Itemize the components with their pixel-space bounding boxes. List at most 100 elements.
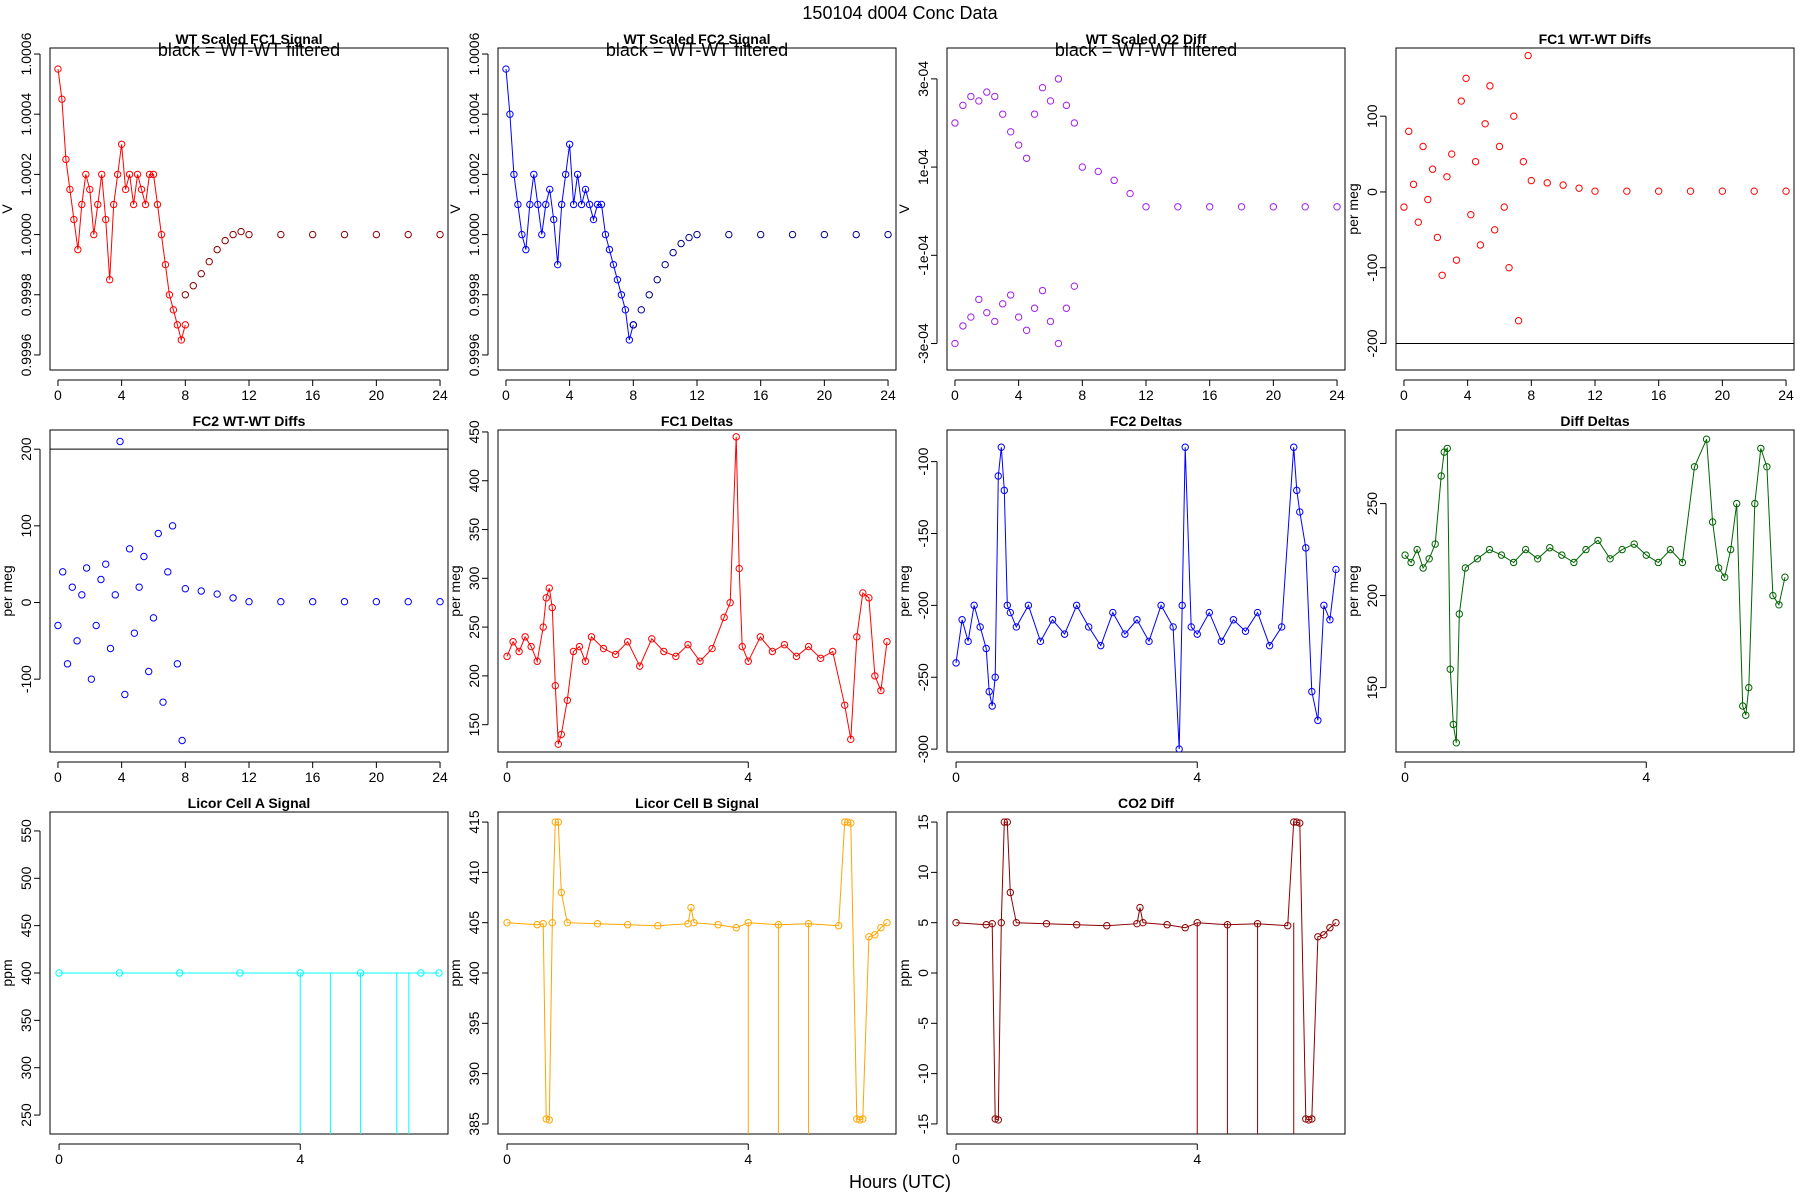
y-tick-label: 400 — [18, 961, 34, 985]
data-point — [684, 640, 692, 649]
data-point — [1686, 187, 1695, 195]
data-point — [1654, 558, 1663, 567]
data-point — [121, 185, 130, 194]
data-point — [340, 598, 349, 606]
data-point — [1690, 463, 1699, 471]
data-point — [277, 598, 285, 606]
data-point — [952, 659, 960, 667]
data-point — [1443, 444, 1451, 453]
y-tick-label: 5 — [915, 919, 931, 927]
x-tick-label: 8 — [181, 769, 189, 785]
data-point — [661, 260, 669, 269]
data-point — [884, 230, 892, 239]
data-point — [865, 594, 873, 602]
data-point — [1014, 141, 1023, 149]
y-tick-label: 0 — [1364, 188, 1380, 196]
data-point — [129, 200, 138, 209]
data-point — [542, 200, 550, 209]
x-tick-label: 12 — [241, 769, 257, 785]
data-point — [1072, 601, 1081, 610]
x-tick-label: 20 — [1266, 387, 1282, 403]
data-point — [1505, 264, 1513, 272]
data-point — [816, 654, 825, 663]
data-point — [1333, 203, 1341, 211]
data-point — [70, 215, 78, 224]
data-point — [1012, 623, 1021, 631]
plot-frame — [1395, 429, 1795, 753]
data-point — [1181, 924, 1189, 932]
data-point — [173, 660, 182, 668]
y-tick-label: 350 — [18, 1008, 34, 1032]
data-point — [982, 644, 990, 653]
data-point — [554, 818, 563, 826]
x-tick-label: 0 — [1401, 769, 1409, 785]
data-point — [548, 603, 556, 612]
plot-frame — [497, 47, 897, 371]
data-point — [1320, 931, 1328, 939]
data-point — [115, 969, 124, 977]
data-point — [1448, 150, 1456, 158]
data-point — [154, 529, 162, 538]
data-point — [951, 339, 959, 348]
data-point — [1714, 564, 1723, 572]
plot-data — [55, 969, 443, 1134]
x-tick-label: 16 — [753, 387, 769, 403]
y-tick-label: -10 — [915, 1063, 931, 1083]
data-point — [557, 730, 566, 739]
data-point — [55, 969, 63, 977]
data-point — [1003, 818, 1012, 826]
data-point — [1024, 601, 1033, 610]
data-point — [1217, 637, 1226, 646]
data-point — [828, 647, 837, 656]
data-point — [613, 276, 622, 284]
data-point — [548, 918, 556, 927]
data-point — [1473, 555, 1482, 563]
series-line — [505, 69, 634, 341]
data-point — [672, 652, 680, 661]
data-point — [1407, 558, 1415, 567]
data-point — [340, 230, 349, 239]
x-tick-label: 4 — [1642, 769, 1650, 785]
data-point — [111, 591, 119, 599]
data-point — [1666, 545, 1675, 554]
x-tick-label: 16 — [305, 387, 321, 403]
data-point — [1543, 179, 1551, 187]
data-point — [63, 660, 72, 668]
data-point — [1290, 443, 1298, 451]
data-point — [1618, 545, 1626, 554]
data-point — [1175, 745, 1183, 752]
plot-data — [951, 75, 1341, 348]
plot-data — [503, 433, 891, 748]
data-point — [527, 642, 535, 651]
y-tick-label: -300 — [915, 735, 931, 763]
data-point — [645, 291, 653, 299]
x-tick-label: 0 — [502, 387, 510, 403]
data-point — [744, 657, 752, 665]
y-tick-label: 250 — [1364, 492, 1380, 516]
data-point — [1559, 181, 1567, 189]
plot-frame — [946, 429, 1346, 753]
data-point — [372, 598, 381, 606]
data-point — [1000, 486, 1008, 495]
data-point — [435, 969, 443, 977]
data-point — [533, 657, 541, 665]
data-point — [563, 696, 572, 704]
y-tick-label: 405 — [466, 911, 482, 935]
data-point — [1006, 608, 1015, 617]
y-tick-label: 410 — [466, 860, 482, 884]
y-tick-label: 200 — [1364, 584, 1380, 608]
data-point — [1428, 165, 1437, 173]
data-point — [1145, 637, 1153, 646]
data-point — [999, 300, 1007, 308]
data-point — [87, 675, 96, 683]
x-tick-label: 24 — [432, 387, 448, 403]
data-point — [1726, 545, 1735, 554]
data-point — [732, 924, 740, 932]
y-tick-label: -100 — [915, 447, 931, 475]
data-point — [1193, 918, 1201, 927]
plot-p7: FC2 Deltas per meg 0 4 -300 -250 -200 -150 -100 — [896, 413, 1346, 785]
data-point — [756, 230, 765, 239]
